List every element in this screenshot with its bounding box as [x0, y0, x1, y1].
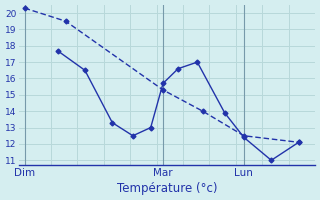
X-axis label: Température (°c): Température (°c)	[117, 182, 217, 195]
